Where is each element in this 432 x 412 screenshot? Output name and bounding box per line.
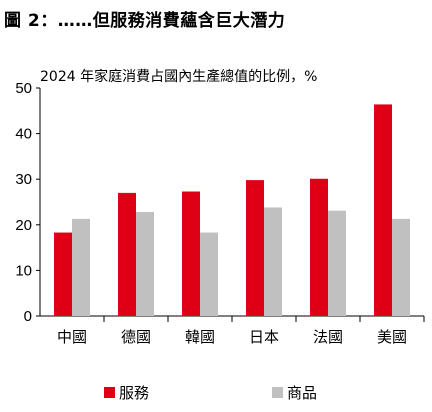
- legend-label: 商品: [287, 384, 317, 402]
- x-tick-label: 法國: [313, 328, 343, 346]
- y-tick-label: 0: [24, 308, 32, 325]
- x-tick-label: 韓國: [185, 328, 215, 346]
- bar-services: [118, 192, 136, 316]
- bar-services: [310, 178, 328, 316]
- bar-services: [182, 191, 200, 316]
- y-tick-label: 20: [15, 217, 32, 234]
- x-tick-label: 日本: [249, 328, 279, 346]
- x-tick-label: 美國: [377, 328, 407, 346]
- bar-services: [374, 104, 392, 316]
- legend-label: 服務: [119, 384, 149, 402]
- chart-labels: 0 10 20 30 40 50 中國 德國 韓國 日本 法國 美國: [15, 80, 407, 346]
- y-tick-label: 40: [15, 126, 32, 143]
- chart-bars: [54, 104, 410, 316]
- bar-goods: [328, 210, 346, 316]
- chart-legend: 服務 商品: [104, 384, 317, 402]
- bar-goods: [72, 218, 90, 316]
- bar-goods: [136, 212, 154, 316]
- bar-goods: [392, 218, 410, 316]
- x-tick-label: 德國: [121, 328, 151, 346]
- chart-axes: [36, 87, 425, 322]
- y-tick-label: 50: [15, 80, 32, 97]
- bar-goods: [200, 232, 218, 316]
- y-tick-label: 30: [15, 171, 32, 188]
- bar-goods: [264, 207, 282, 316]
- chart-title: 2024 年家庭消費占國內生產總值的比例，%: [40, 69, 318, 85]
- bar-services: [246, 180, 264, 316]
- legend-swatch: [272, 387, 283, 398]
- y-tick-label: 10: [15, 262, 32, 279]
- legend-swatch: [104, 387, 115, 398]
- bar-services: [54, 232, 72, 316]
- x-tick-label: 中國: [57, 328, 87, 346]
- figure-title: 圖 2：……但服務消費蘊含巨大潛力: [4, 11, 286, 31]
